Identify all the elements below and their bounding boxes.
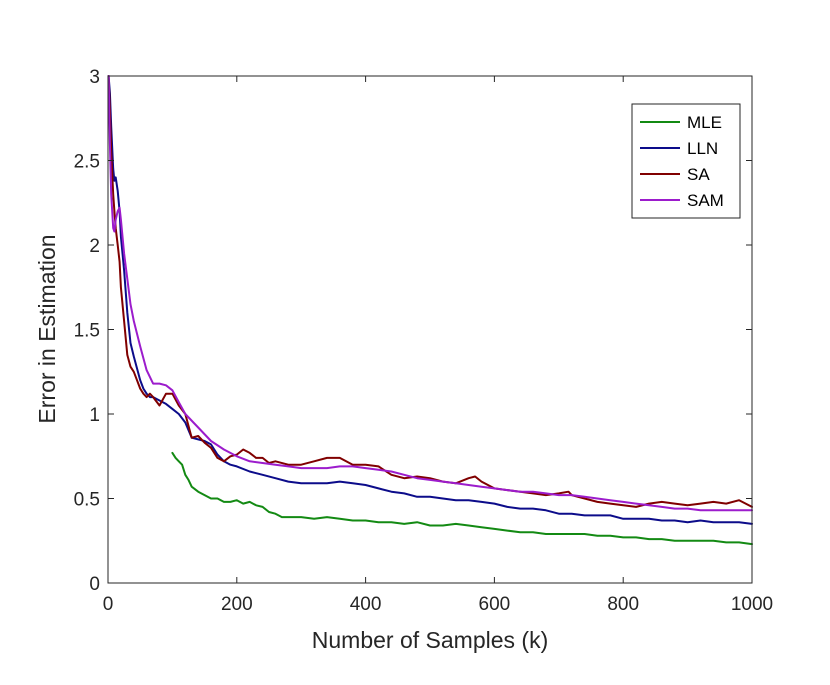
ticks-layer: 0 200 400 600 800 1000 0 0.5 1 1.5 2 2.5 3 [74,67,774,615]
legend-label-sa: SA [687,165,710,184]
x-tick-label: 600 [479,594,511,615]
y-tick-label: 1.5 [74,321,100,342]
x-tick-label: 0 [103,594,114,615]
y-tick-label: 2.5 [74,152,100,173]
y-tick-label: 2 [89,236,100,257]
legend-label-lln: LLN [687,139,718,158]
x-tick-label: 800 [607,594,639,615]
series-line-mle [171,451,753,546]
x-tick-label: 1000 [731,594,773,615]
y-axis-label: Error in Estimation [34,234,60,423]
y-tick-label: 3 [89,67,100,88]
series-layer [107,75,753,546]
y-tick-label: 1 [89,405,100,426]
legend: MLE LLN SA SAM [631,103,741,219]
legend-label-sam: SAM [687,191,724,210]
x-axis-label: Number of Samples (k) [312,627,548,653]
series-line-sam [107,75,753,512]
x-tick-label: 200 [221,594,253,615]
legend-label-mle: MLE [687,113,722,132]
y-tick-label: 0.5 [74,490,100,511]
series-line-lln [107,75,753,525]
y-tick-label: 0 [89,574,100,595]
x-tick-label: 400 [350,594,382,615]
series-line-sa [107,75,753,508]
